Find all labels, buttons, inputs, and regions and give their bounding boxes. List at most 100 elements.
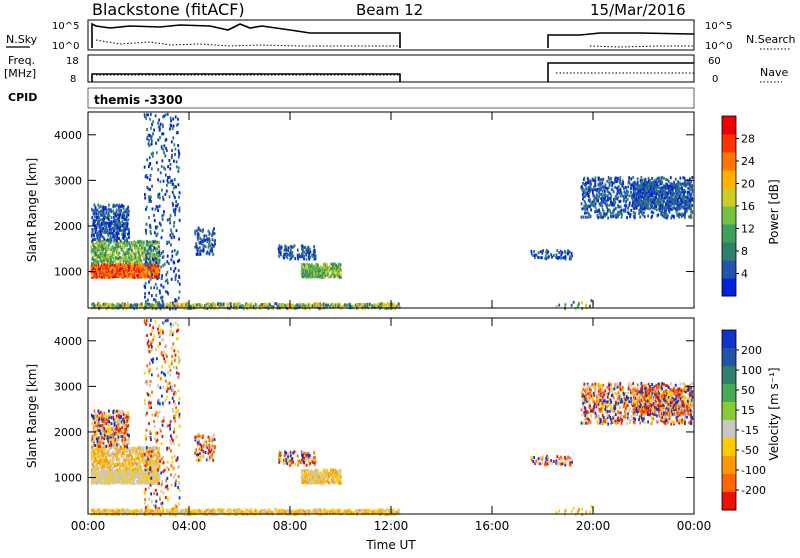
echo-cell <box>340 263 342 266</box>
echo-cell <box>328 275 330 278</box>
echo-cell <box>128 416 130 419</box>
echo-cell <box>108 244 110 247</box>
echo-cell <box>147 241 149 244</box>
echo-cell <box>315 254 317 257</box>
echo-cell <box>147 299 149 302</box>
echo-cell <box>155 500 157 503</box>
echo-cell <box>108 248 110 251</box>
echo-cell <box>127 222 129 225</box>
echo-cell <box>643 202 645 205</box>
echo-cell <box>160 305 162 308</box>
echo-cell <box>146 223 148 226</box>
echo-cell <box>161 274 163 277</box>
nsky-tick-top: 10^5 <box>52 21 79 32</box>
beam-label: Beam 12 <box>356 1 423 19</box>
echo-cell <box>126 240 128 243</box>
echo-cell <box>151 251 153 254</box>
echo-cell <box>597 188 599 191</box>
echo-cell <box>557 257 559 260</box>
echo-cell <box>175 148 177 151</box>
echo-cell <box>687 191 689 194</box>
echo-cell <box>157 122 159 125</box>
echo-cell <box>161 159 163 162</box>
echo-cell <box>118 232 120 235</box>
echo-cell <box>615 207 617 210</box>
echo-cell <box>636 183 638 186</box>
echo-cell <box>166 190 168 193</box>
echo-cell <box>147 458 149 461</box>
echo-cell <box>123 420 125 423</box>
nsky-trace <box>92 24 400 48</box>
echo-cell <box>641 179 643 182</box>
echo-cell <box>631 183 633 186</box>
echo-cell <box>162 148 164 151</box>
echo-cell <box>603 201 605 204</box>
echo-cell <box>309 256 311 259</box>
echo-cell <box>148 498 150 501</box>
echo-cell <box>294 257 296 260</box>
echo-cell <box>159 331 161 334</box>
echo-cell <box>129 253 131 256</box>
echo-cell <box>332 267 334 270</box>
echo-cell <box>169 221 171 224</box>
echo-cell <box>208 303 210 306</box>
echo-cell <box>147 468 149 471</box>
echo-cell <box>151 391 153 394</box>
echo-cell <box>287 253 289 256</box>
echo-cell <box>165 344 167 347</box>
echo-cell <box>608 186 610 189</box>
echo-cell <box>627 186 629 189</box>
echo-cell <box>604 193 606 196</box>
echo-cell <box>157 233 159 236</box>
echo-cell <box>155 467 157 470</box>
echo-cell <box>652 211 654 214</box>
echo-cell <box>111 216 113 219</box>
echo-cell <box>173 160 175 163</box>
cpid-row: CPID themis -3300 <box>8 88 694 108</box>
echo-cell <box>119 252 121 255</box>
echo-cell <box>168 159 170 162</box>
echo-cell <box>155 446 157 449</box>
echo-cell <box>138 457 140 460</box>
echo-cell <box>141 468 143 471</box>
echo-cell <box>612 215 614 218</box>
echo-cell <box>338 304 340 307</box>
echo-cell <box>661 181 663 184</box>
echo-cell <box>175 208 177 211</box>
echo-cell <box>175 186 177 189</box>
echo-cell <box>203 247 205 250</box>
echo-cell <box>144 296 146 299</box>
echo-cell <box>149 198 151 201</box>
echo-cell <box>556 249 558 252</box>
echo-cell <box>134 446 136 449</box>
echo-cell <box>303 254 305 257</box>
echo-cell <box>145 435 147 438</box>
echo-cell <box>160 171 162 174</box>
echo-cell <box>163 151 165 154</box>
echo-cell <box>144 292 146 295</box>
echo-cell <box>94 444 96 447</box>
echo-cell <box>303 251 305 254</box>
echo-cell <box>151 341 153 344</box>
echo-cell <box>658 196 660 199</box>
freq-panel: Freq. [MHz] 18 8 Nave 60 0 <box>4 54 788 85</box>
echo-cell <box>153 129 155 132</box>
echo-cell <box>641 211 643 214</box>
echo-cell <box>165 319 167 322</box>
echo-cell <box>305 253 307 256</box>
echo-cell <box>124 441 126 444</box>
echo-cell <box>638 187 640 190</box>
echo-cell <box>154 425 156 428</box>
echo-cell <box>162 331 164 334</box>
echo-cell <box>128 434 130 437</box>
echo-cell <box>656 208 658 211</box>
echo-cell <box>151 142 153 145</box>
echo-cell <box>339 303 341 306</box>
echo-cell <box>136 257 138 260</box>
echo-cell <box>250 302 252 305</box>
echo-cell <box>150 113 152 116</box>
echo-cell <box>158 457 160 460</box>
echo-cell <box>150 333 152 336</box>
echo-cell <box>541 256 543 259</box>
echo-cell <box>120 209 122 212</box>
